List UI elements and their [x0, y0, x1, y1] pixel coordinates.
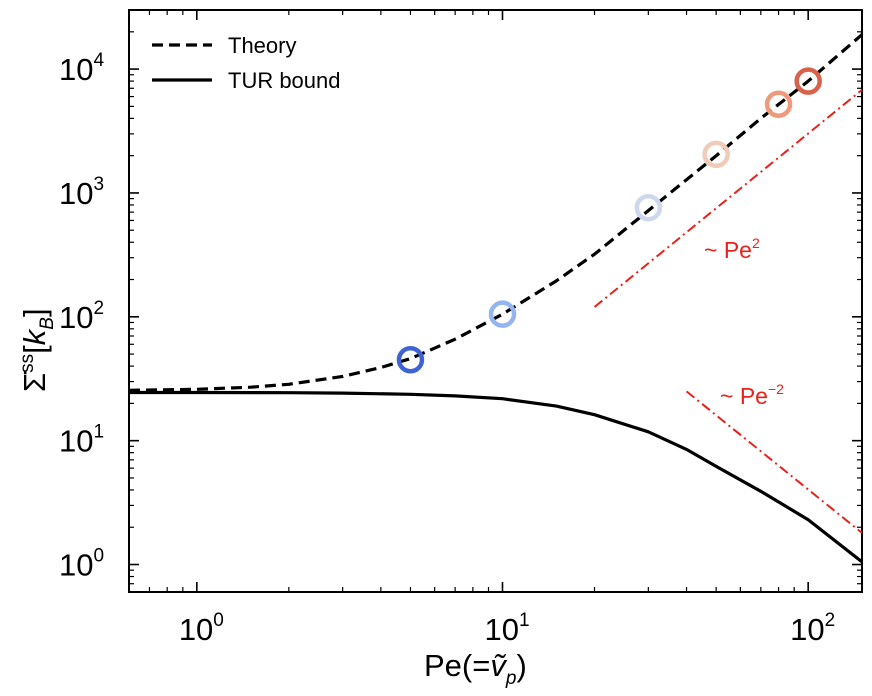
data-marker [702, 140, 730, 169]
scaling-label-pe-minus2: ~ Pe−2 [720, 381, 784, 409]
scaling-line-pe2 [593, 89, 863, 308]
y-axis-title: Σ̇ss[kB] [17, 308, 58, 392]
y-tick-label: 104 [59, 50, 104, 87]
x-tick-label: 101 [484, 610, 529, 647]
tick-layer: 100 101 102 100 101 102 103 104 [59, 10, 862, 647]
legend-label-theory: Theory [228, 33, 296, 58]
data-marker [488, 300, 517, 328]
data-marker [794, 67, 822, 95]
data-marker [634, 193, 663, 222]
series-line-theory [128, 33, 864, 392]
scaling-line-pe-minus2 [685, 390, 863, 534]
x-axis-title: Pe(=ṽp) [424, 648, 527, 689]
legend-label-tur: TUR bound [228, 68, 341, 93]
data-marker [764, 90, 793, 119]
marker-layer [396, 67, 822, 374]
series-line-tur-bound [129, 390, 863, 564]
y-tick-label: 103 [59, 174, 104, 211]
y-tick-label: 102 [59, 298, 104, 335]
data-marker [396, 346, 425, 374]
y-tick-label: 100 [59, 546, 104, 583]
x-tick-label: 102 [790, 610, 835, 647]
legend: Theory TUR bound [152, 33, 341, 93]
scaling-label-pe2: ~ Pe2 [704, 235, 760, 263]
plot-frame [128, 9, 863, 593]
y-tick-label: 101 [59, 422, 104, 459]
scaling-layer [593, 89, 863, 534]
series-layer [128, 33, 864, 564]
x-tick-label: 100 [179, 610, 224, 647]
